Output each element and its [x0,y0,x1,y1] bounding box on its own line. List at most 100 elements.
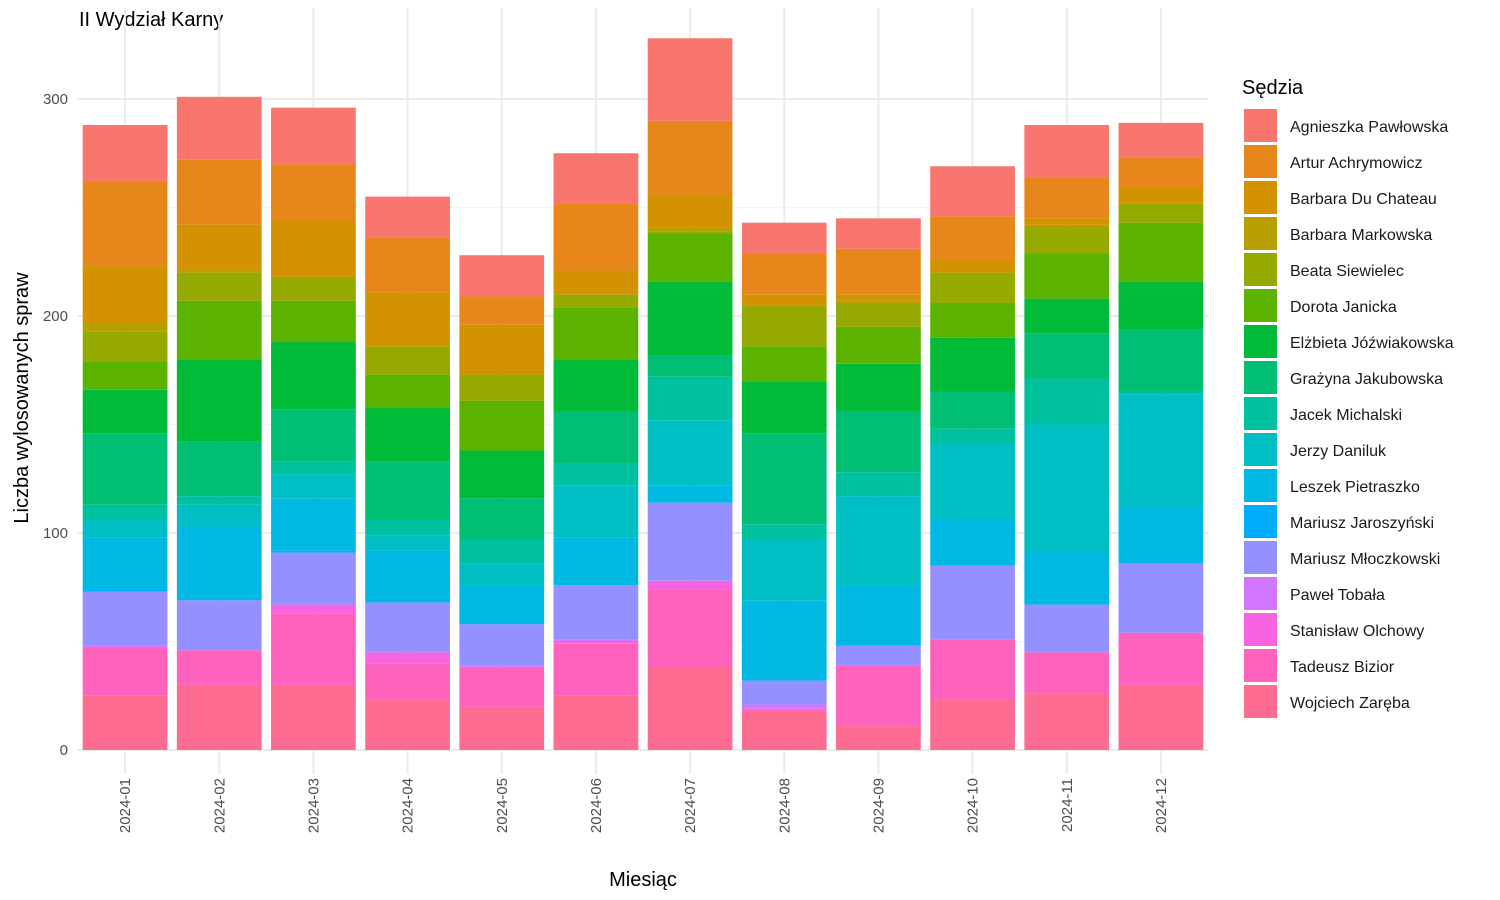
legend-label: Paweł Tobała [1290,587,1385,604]
legend-label: Dorota Janicka [1290,299,1397,316]
legend-label: Mariusz Młoczkowski [1290,551,1440,568]
bar-segment [647,580,733,590]
bar-segment [647,281,733,356]
legend-swatch [1244,685,1277,718]
bar-segment [365,407,450,462]
bar-segment [836,294,921,301]
bar-segment [82,645,168,649]
bar-segment [176,650,262,685]
legend-swatch [1244,433,1277,466]
bar-segment [930,337,1015,392]
legend-label: Barbara Markowska [1290,227,1432,244]
bar-segment [647,502,733,581]
legend-swatch [1244,253,1277,286]
y-tick-label: 100 [43,525,68,542]
bar-segment [365,700,450,750]
bar-segment [553,641,639,644]
legend-label: Leszek Pietraszko [1290,479,1420,496]
bar-segment [647,38,733,121]
bar-segment [365,237,450,293]
bar-segment [930,166,1015,217]
bar-segment [647,376,733,421]
bar-segment [459,324,545,375]
bar-segment [836,302,921,327]
bar-segment [836,248,921,295]
bar-segment [82,125,168,182]
bar-segment [176,496,262,505]
bar-segment [647,589,733,668]
bar-segment [459,400,545,451]
bar-segment [365,652,450,664]
bar-segment [365,519,450,536]
bar-segment [82,591,168,646]
bar-segment [271,342,356,410]
bar-segment [176,600,262,651]
bar-segment [836,411,921,473]
bar-segment [1118,329,1204,392]
bar-segment [553,643,639,696]
bar-segment [647,420,733,486]
bar-segment [930,444,1015,520]
bar-segment [1024,218,1110,225]
bar-segment [930,302,1015,338]
bar-segment [930,216,1015,260]
bars [82,38,1204,750]
bar-segment [365,346,450,375]
x-axis-ticks: 2024-01 2024-02 2024-03 2024-04 2024-05 2024-… [117,778,1170,833]
y-tick-label: 300 [43,91,68,108]
bar-segment [1118,506,1204,564]
bar-segment [553,294,639,308]
bar-segment [1118,563,1204,633]
bar-segment [82,266,168,323]
bar-segment [271,498,356,551]
bar-segment [459,374,545,401]
bar-segment [365,196,450,238]
bar-segment [647,231,733,234]
bar-segment [741,346,827,382]
x-tick-label: 2024-06 [588,778,605,833]
bar-segment [271,300,356,343]
bar-segment [741,222,827,254]
bar-segment [930,259,1015,273]
y-axis-title: Liczba wylosowanych spraw [11,272,33,524]
legend-swatch [1244,649,1277,682]
bar-segment [1024,298,1110,334]
bar-segment [647,194,733,228]
bar-segment [176,270,262,273]
legend-swatch [1244,541,1277,574]
bar-segment [459,667,545,707]
bar-segment [647,120,733,195]
bar-segment [553,537,639,586]
bar-segment [647,667,733,750]
bar-segment [930,272,1015,303]
y-axis-ticks: 0 100 200 300 [43,91,68,759]
bar-segment [741,433,827,525]
legend-swatch [1244,469,1277,502]
bar-segment [82,433,168,505]
chart-title: II Wydział Karny [79,9,223,31]
bar-segment [647,485,733,503]
bar-segment [1118,632,1204,685]
bar-segment [930,700,1015,750]
bar-segment [459,563,545,586]
bar-segment [836,645,921,666]
bar-segment [365,292,450,347]
bar-segment [1024,378,1110,425]
bar-segment [459,665,545,668]
bar-segment [459,450,545,499]
bar-segment [365,535,450,551]
bar-segment [176,300,262,360]
legend-label: Jacek Michalski [1290,407,1402,424]
bar-segment [647,233,733,282]
legend-label: Agnieszka Pawłowska [1290,119,1448,136]
bar-segment [1118,281,1204,330]
bar-segment [741,381,827,434]
bar-segment [741,524,827,540]
bar-segment [930,565,1015,640]
bar-segment [459,539,545,564]
bar-segment [1118,684,1204,750]
bar-segment [271,276,356,301]
bar-segment [1118,222,1204,282]
legend-label: Grażyna Jakubowska [1290,371,1443,388]
